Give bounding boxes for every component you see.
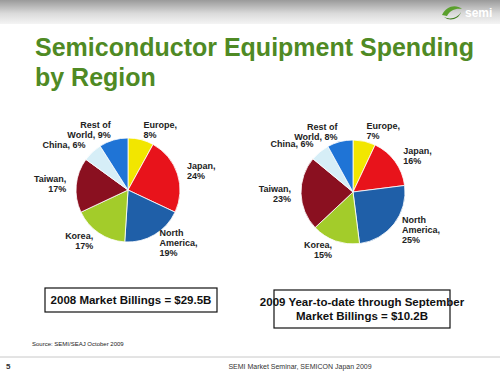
data-label: Rest ofWorld, 8% — [294, 122, 338, 142]
data-label: Japan,24% — [187, 161, 216, 181]
source-note: Source: SEMI/SEAJ October 2009 — [32, 341, 124, 347]
pie-slice — [100, 138, 128, 190]
data-labels: Europe,8% Japan,24% NorthAmerica,19% Korea,… — [34, 120, 216, 258]
pie-chart: Europe,7%Japan,16% NorthAmerica,25% Korea,… — [259, 121, 465, 328]
pie-slice — [328, 140, 353, 192]
data-labels: Europe,7%Japan,16% NorthAmerica,25% Korea,… — [259, 121, 440, 260]
caption: 2009 Year-to-date through SeptemberMarke… — [260, 296, 465, 322]
logo-text: semi — [465, 6, 492, 20]
page-number: 5 — [6, 362, 11, 371]
footer-rule — [0, 357, 500, 358]
data-label: NorthAmerica,19% — [160, 228, 198, 258]
data-label: China, 6% — [43, 140, 86, 150]
pie-slice — [353, 185, 405, 243]
slide: semi Semiconductor Equipment Spendingby R… — [0, 0, 500, 375]
data-label: Rest ofWorld, 9% — [67, 120, 111, 140]
caption: 2008 Market Billings = $29.5B — [51, 294, 212, 306]
footer: SEMI Market Seminar, SEMICON Japan 2009 — [228, 363, 371, 371]
data-label: Japan,16% — [403, 146, 432, 166]
caption-box — [45, 288, 217, 312]
logo-mark — [442, 6, 462, 16]
data-label: Europe,8% — [143, 120, 177, 140]
data-label: Korea,15% — [304, 240, 332, 260]
slices — [76, 138, 180, 242]
data-label: Taiwan,17% — [34, 174, 66, 194]
header-bar — [0, 0, 500, 24]
data-label: Korea,17% — [65, 231, 93, 251]
data-label: Taiwan,23% — [259, 184, 291, 204]
title: Semiconductor Equipment Spendingby Regio… — [35, 33, 474, 91]
slices — [301, 140, 405, 244]
pie-chart: Europe,8% Japan,24% NorthAmerica,19% Korea,… — [34, 120, 217, 312]
logo-mark — [444, 12, 461, 19]
data-label: NorthAmerica,25% — [402, 215, 440, 245]
data-label: Europe,7% — [367, 121, 401, 141]
pie-slice — [353, 145, 405, 192]
